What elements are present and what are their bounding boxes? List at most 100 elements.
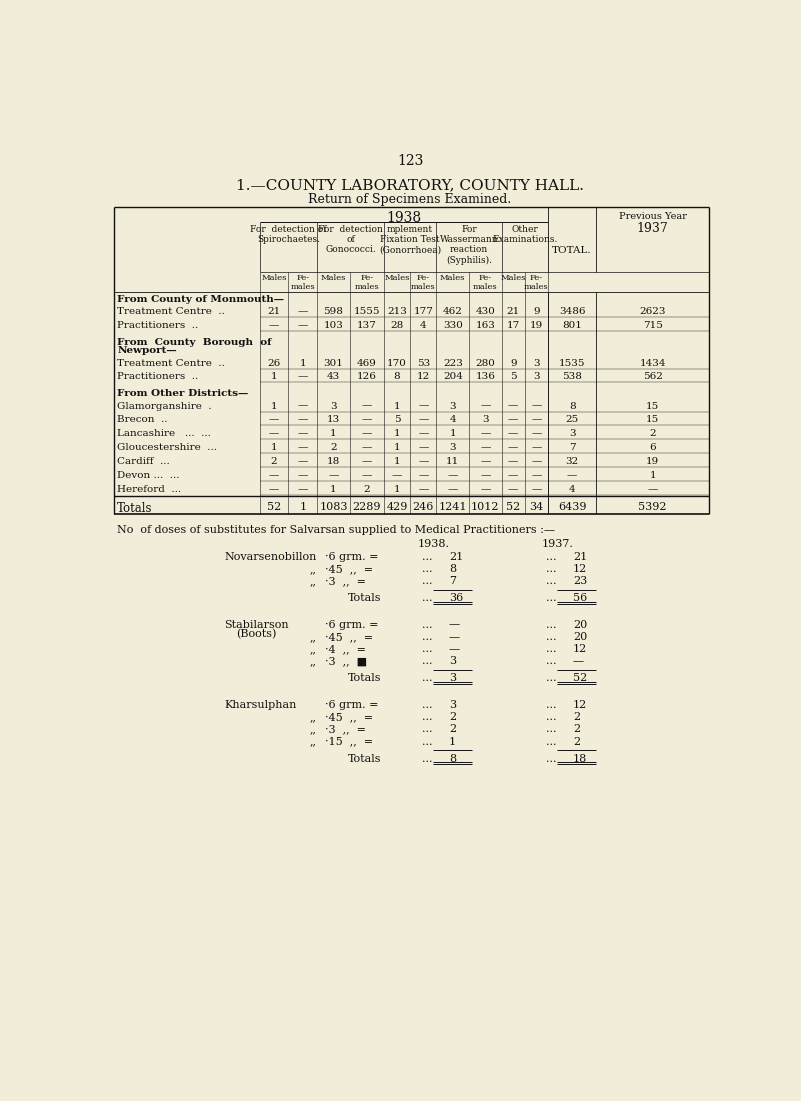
Text: 330: 330: [443, 320, 463, 330]
Text: 4: 4: [569, 484, 575, 493]
Text: ,,: ,,: [309, 724, 316, 734]
Text: —: —: [531, 471, 541, 480]
Text: 19: 19: [529, 320, 543, 330]
Text: For
Wassermann
reaction
(Syphilis).: For Wassermann reaction (Syphilis).: [440, 225, 498, 265]
Text: ,,: ,,: [309, 644, 316, 654]
Text: —: —: [361, 457, 372, 466]
Text: 3: 3: [449, 402, 456, 411]
Text: —: —: [480, 429, 490, 438]
Text: Totals: Totals: [117, 502, 153, 515]
Text: —: —: [531, 402, 541, 411]
Text: ...: ...: [545, 699, 556, 710]
Text: 56: 56: [573, 593, 587, 603]
Text: 32: 32: [566, 457, 579, 466]
Text: 15: 15: [646, 402, 659, 411]
Text: 36: 36: [449, 593, 463, 603]
Text: —: —: [508, 415, 518, 425]
Text: —: —: [508, 444, 518, 453]
Text: —: —: [449, 632, 460, 642]
Text: Previous Year: Previous Year: [618, 212, 686, 221]
Text: 1938.: 1938.: [417, 538, 449, 548]
Text: —: —: [508, 471, 518, 480]
Text: ...: ...: [545, 577, 556, 587]
Text: ·3  ,,  =: ·3 ,, =: [325, 724, 366, 734]
Text: 1: 1: [271, 402, 277, 411]
Text: 9: 9: [510, 359, 517, 368]
Text: ...: ...: [422, 712, 433, 722]
Text: —: —: [647, 484, 658, 493]
Text: 52: 52: [267, 502, 281, 512]
Text: 1: 1: [330, 429, 336, 438]
Text: 20: 20: [573, 632, 587, 642]
Text: 5: 5: [510, 372, 517, 381]
Text: ·15  ,,  =: ·15 ,, =: [325, 737, 373, 746]
Text: 280: 280: [475, 359, 495, 368]
Text: 2: 2: [449, 724, 456, 734]
Text: 1: 1: [650, 471, 656, 480]
Text: 223: 223: [443, 359, 463, 368]
Text: 12: 12: [573, 564, 587, 574]
Text: —: —: [298, 402, 308, 411]
Text: No  of doses of substitutes for Salvarsan supplied to Medical Practitioners :—: No of doses of substitutes for Salvarsan…: [117, 525, 555, 535]
Text: 469: 469: [356, 359, 376, 368]
Text: 19: 19: [646, 457, 659, 466]
Text: Hereford  ...: Hereford ...: [117, 484, 181, 493]
Text: 5392: 5392: [638, 502, 667, 512]
Text: 177: 177: [413, 307, 433, 316]
Text: 1555: 1555: [353, 307, 380, 316]
Text: Gloucestershire  ...: Gloucestershire ...: [117, 444, 217, 453]
Text: 8: 8: [449, 753, 456, 763]
Text: ...: ...: [545, 753, 556, 763]
Text: —: —: [531, 415, 541, 425]
Text: 28: 28: [390, 320, 404, 330]
Text: —: —: [480, 471, 490, 480]
Text: 1: 1: [271, 444, 277, 453]
Text: —: —: [531, 457, 541, 466]
Text: —: —: [269, 471, 280, 480]
Text: For  detection of
Spirochaetes.: For detection of Spirochaetes.: [250, 225, 327, 244]
Text: ...: ...: [422, 724, 433, 734]
Text: 13: 13: [327, 415, 340, 425]
Text: ,,: ,,: [309, 564, 316, 574]
Text: 9: 9: [533, 307, 540, 316]
Text: 430: 430: [475, 307, 495, 316]
Text: 21: 21: [449, 552, 463, 562]
Text: 170: 170: [387, 359, 407, 368]
Text: —: —: [392, 471, 402, 480]
Text: 3: 3: [449, 699, 456, 710]
Text: Stabilarson: Stabilarson: [224, 620, 288, 630]
Text: —: —: [480, 402, 490, 411]
Text: 462: 462: [443, 307, 463, 316]
Text: ,,: ,,: [309, 577, 316, 587]
Text: 11: 11: [446, 457, 460, 466]
Text: Brecon  ..: Brecon ..: [117, 415, 167, 425]
Text: 2623: 2623: [639, 307, 666, 316]
Text: —: —: [298, 429, 308, 438]
Text: 52: 52: [573, 674, 587, 684]
Text: 17: 17: [506, 320, 520, 330]
Text: ...: ...: [422, 644, 433, 654]
Text: Fe-
males: Fe- males: [473, 274, 497, 291]
Text: 1: 1: [393, 457, 400, 466]
Text: 301: 301: [324, 359, 344, 368]
Text: Totals: Totals: [348, 593, 381, 603]
Text: 715: 715: [642, 320, 662, 330]
Text: 1: 1: [393, 402, 400, 411]
Text: 1083: 1083: [319, 502, 348, 512]
Text: —: —: [567, 471, 578, 480]
Text: 3486: 3486: [559, 307, 586, 316]
Text: 18: 18: [327, 457, 340, 466]
Text: —: —: [269, 484, 280, 493]
Text: Newport—: Newport—: [117, 346, 177, 356]
Text: Practitioners  ..: Practitioners ..: [117, 372, 199, 381]
Text: ...: ...: [545, 644, 556, 654]
Text: 5: 5: [393, 415, 400, 425]
Text: 204: 204: [443, 372, 463, 381]
Text: 23: 23: [573, 577, 587, 587]
Text: 12: 12: [573, 699, 587, 710]
Text: —: —: [531, 444, 541, 453]
Text: From  County  Borough  of: From County Borough of: [117, 338, 272, 347]
Text: 1: 1: [393, 444, 400, 453]
Text: Fe-
males: Fe- males: [291, 274, 315, 291]
Text: ...: ...: [422, 564, 433, 574]
